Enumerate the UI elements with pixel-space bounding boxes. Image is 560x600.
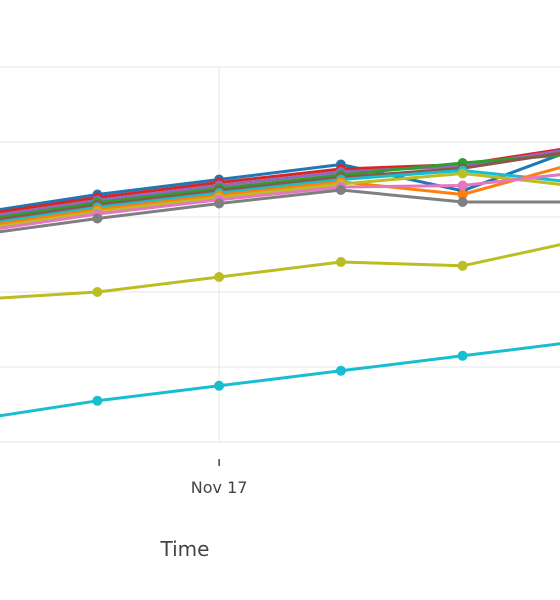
series-line (0, 243, 560, 300)
series-line (0, 169, 560, 224)
data-point[interactable] (457, 350, 468, 361)
data-point[interactable] (457, 197, 468, 207)
series-line (0, 172, 560, 228)
x-axis-title: Time (160, 537, 210, 561)
data-point[interactable] (335, 185, 346, 195)
series-line (0, 153, 560, 219)
data-point[interactable] (92, 287, 103, 297)
series-12 (0, 342, 560, 418)
data-point[interactable] (457, 260, 468, 271)
series-layer (0, 148, 560, 418)
grid (0, 66, 560, 443)
series-10 (0, 185, 560, 234)
series-line (0, 151, 560, 221)
series-line (0, 342, 560, 418)
series-line (0, 188, 560, 234)
data-point[interactable] (335, 365, 346, 376)
data-point[interactable] (457, 189, 468, 200)
data-point[interactable] (214, 198, 225, 209)
series-11 (0, 243, 560, 300)
data-point[interactable] (457, 168, 468, 179)
data-point[interactable] (92, 395, 103, 406)
data-point[interactable] (457, 180, 468, 191)
data-point[interactable] (214, 380, 225, 391)
data-point[interactable] (92, 213, 103, 224)
series-line (0, 165, 560, 226)
data-point[interactable] (214, 272, 225, 282)
x-tick-label: Nov 17 (191, 478, 248, 497)
x-axis: Nov 17Nov 2 (191, 459, 248, 497)
series-line (0, 173, 560, 230)
data-point[interactable] (335, 257, 346, 267)
